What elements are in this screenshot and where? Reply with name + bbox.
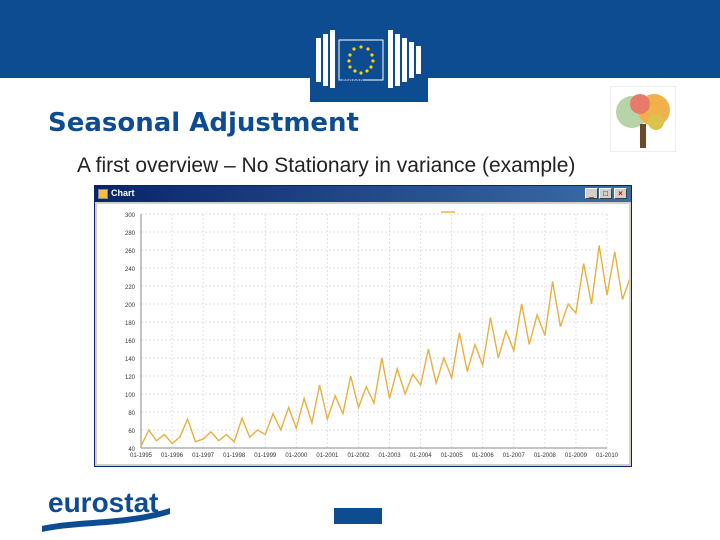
y-tick-label: 200 <box>125 303 136 309</box>
minimize-button[interactable]: _ <box>585 188 598 199</box>
line-chart: 40 60 80 100 120 140 160 180 200 220 240 260 280 300 0… <box>125 211 631 459</box>
chart-window-icon <box>98 189 108 199</box>
seasons-tree-icon <box>610 86 676 152</box>
footer-blue-block <box>334 508 382 524</box>
ec-text-line1: European <box>335 78 364 85</box>
y-tick-label: 260 <box>125 249 136 255</box>
ec-text-line2: Commission <box>335 85 371 92</box>
close-button[interactable]: × <box>614 188 627 199</box>
window-titlebar[interactable]: Chart <box>95 186 631 202</box>
ec-logo-text: European Commission <box>335 78 395 92</box>
eurostat-logo: eurostat <box>42 487 170 532</box>
x-tick-label: 01-2008 <box>534 453 557 459</box>
y-tick-label: 80 <box>128 411 135 417</box>
x-tick-label: 01-1998 <box>223 453 246 459</box>
maximize-button[interactable]: □ <box>599 188 612 199</box>
slide-title: Seasonal Adjustment <box>48 108 359 138</box>
x-tick-label: 01-1995 <box>130 453 153 459</box>
x-tick-label: 01-1999 <box>254 453 277 459</box>
y-tick-label: 40 <box>128 447 135 453</box>
european-commission-logo <box>310 20 428 102</box>
x-tick-label: 01-1996 <box>161 453 184 459</box>
eurostat-logo-text: eurostat <box>48 487 158 518</box>
x-tick-label: 01-2001 <box>316 453 339 459</box>
y-tick-label: 280 <box>125 231 136 237</box>
series-line <box>140 245 631 447</box>
x-tick-label: 01-2006 <box>472 453 495 459</box>
chart-window: Chart _ □ × 40 60 80 100 120 140 160 180 200 220 2… <box>94 185 632 467</box>
y-tick-label: 240 <box>125 267 136 273</box>
y-tick-label: 300 <box>125 213 136 219</box>
slide-subtitle: A first overview – No Stationary in vari… <box>77 154 576 177</box>
x-tick-label: 01-2003 <box>379 453 402 459</box>
y-tick-label: 180 <box>125 321 136 327</box>
x-tick-label: 01-2009 <box>565 453 588 459</box>
y-tick-label: 140 <box>125 357 136 363</box>
y-tick-label: 100 <box>125 393 136 399</box>
x-tick-label: 01-2000 <box>285 453 308 459</box>
y-tick-label: 60 <box>128 429 135 435</box>
x-tick-label: 01-2007 <box>503 453 526 459</box>
window-title: Chart <box>111 188 135 198</box>
x-tick-label: 01-1997 <box>192 453 215 459</box>
x-tick-label: 01-2005 <box>441 453 464 459</box>
x-tick-label: 01-2004 <box>410 453 433 459</box>
y-tick-label: 160 <box>125 339 136 345</box>
plot-area: 40 60 80 100 120 140 160 180 200 220 240 260 280 300 0… <box>97 204 631 464</box>
x-tick-label: 01-2002 <box>347 453 370 459</box>
y-tick-label: 220 <box>125 285 136 291</box>
y-tick-label: 120 <box>125 375 136 381</box>
x-tick-label: 01-2010 <box>596 453 619 459</box>
